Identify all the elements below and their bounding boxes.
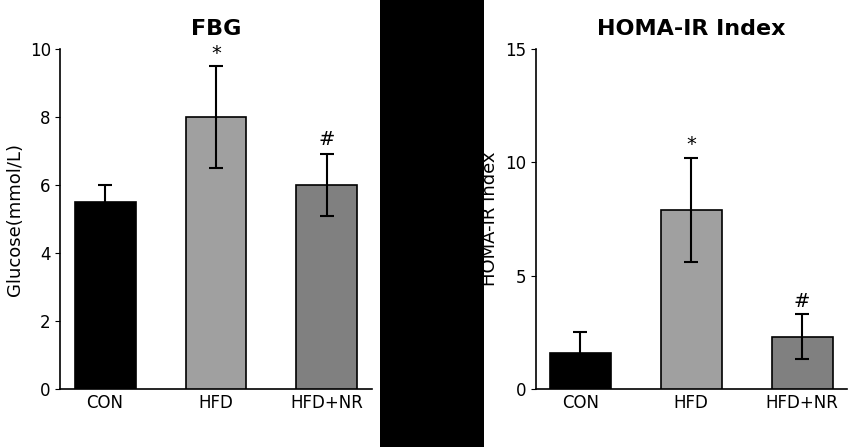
Title: FBG: FBG bbox=[191, 19, 241, 39]
Bar bbox=[772, 337, 833, 389]
Bar bbox=[661, 210, 721, 389]
Text: #: # bbox=[794, 292, 810, 311]
Text: *: * bbox=[686, 135, 696, 155]
Bar bbox=[550, 353, 611, 389]
Y-axis label: Glucose(mmol/L): Glucose(mmol/L) bbox=[6, 143, 24, 295]
Bar bbox=[186, 117, 246, 389]
Text: *: * bbox=[211, 44, 221, 63]
Bar bbox=[74, 202, 136, 389]
Title: HOMA-IR Index: HOMA-IR Index bbox=[597, 19, 785, 39]
Y-axis label: HOMA-IR Index: HOMA-IR Index bbox=[481, 152, 499, 286]
Text: #: # bbox=[319, 131, 335, 149]
Bar bbox=[296, 185, 358, 389]
